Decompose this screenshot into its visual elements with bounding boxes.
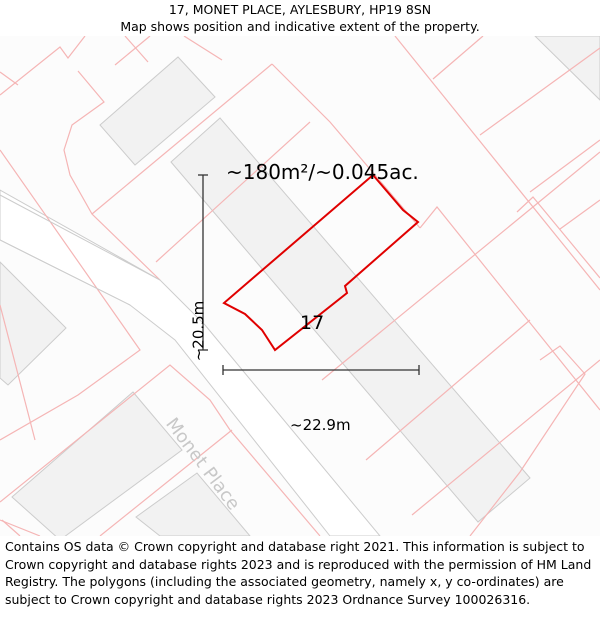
height-dimension-label: ~20.5m <box>189 300 208 362</box>
map-canvas[interactable]: ~180m²/~0.045ac. 17 ~22.9m ~20.5m Monet … <box>0 36 600 536</box>
dimension-lines <box>198 174 420 375</box>
copyright-notice: Contains OS data © Crown copyright and d… <box>5 539 592 607</box>
map-header: 17, MONET PLACE, AYLESBURY, HP19 8SN Map… <box>0 0 600 37</box>
width-dimension-label: ~22.9m <box>290 416 351 434</box>
building <box>135 472 251 536</box>
buildings <box>0 36 600 536</box>
map-drawing <box>0 36 600 536</box>
parcel-boundaries <box>0 36 600 536</box>
building <box>170 117 531 523</box>
road-edges <box>0 194 161 306</box>
building <box>0 261 67 386</box>
area-label: ~180m²/~0.045ac. <box>226 160 419 184</box>
property-address: 17, MONET PLACE, AYLESBURY, HP19 8SN <box>168 2 432 17</box>
building <box>99 56 216 166</box>
plot-number-label: 17 <box>300 312 325 334</box>
building <box>534 36 600 101</box>
property-outline <box>222 173 420 352</box>
map-subtitle: Map shows position and indicative extent… <box>120 19 480 34</box>
